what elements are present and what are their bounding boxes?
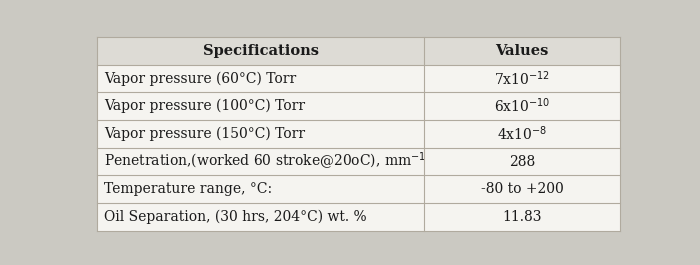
Bar bbox=[424, 175, 620, 203]
Bar bbox=[97, 148, 424, 175]
Bar bbox=[97, 65, 424, 92]
Text: 288: 288 bbox=[509, 154, 536, 169]
Bar bbox=[97, 203, 424, 231]
Text: Values: Values bbox=[496, 44, 549, 58]
Bar bbox=[97, 37, 424, 65]
Text: 4x10$^{-8}$: 4x10$^{-8}$ bbox=[497, 125, 547, 143]
Bar bbox=[424, 120, 620, 148]
Bar bbox=[424, 203, 620, 231]
Text: Temperature range, °C:: Temperature range, °C: bbox=[104, 182, 272, 196]
Text: Specifications: Specifications bbox=[203, 44, 318, 58]
Bar bbox=[424, 148, 620, 175]
Bar bbox=[97, 120, 424, 148]
Text: Penetration,(worked 60 stroke@20oC), mm$^{-1}$: Penetration,(worked 60 stroke@20oC), mm$… bbox=[104, 151, 426, 172]
Bar bbox=[424, 37, 620, 65]
Text: Vapor pressure (150°C) Torr: Vapor pressure (150°C) Torr bbox=[104, 127, 305, 141]
Bar bbox=[97, 175, 424, 203]
Bar bbox=[97, 92, 424, 120]
Bar bbox=[424, 92, 620, 120]
Text: 6x10$^{-10}$: 6x10$^{-10}$ bbox=[494, 97, 550, 116]
Text: Oil Separation, (30 hrs, 204°C) wt. %: Oil Separation, (30 hrs, 204°C) wt. % bbox=[104, 210, 366, 224]
Text: -80 to +200: -80 to +200 bbox=[481, 182, 564, 196]
Text: 7x10$^{-12}$: 7x10$^{-12}$ bbox=[494, 69, 550, 88]
Bar bbox=[424, 65, 620, 92]
Text: Vapor pressure (60°C) Torr: Vapor pressure (60°C) Torr bbox=[104, 71, 296, 86]
Text: Vapor pressure (100°C) Torr: Vapor pressure (100°C) Torr bbox=[104, 99, 305, 113]
Text: 11.83: 11.83 bbox=[503, 210, 542, 224]
